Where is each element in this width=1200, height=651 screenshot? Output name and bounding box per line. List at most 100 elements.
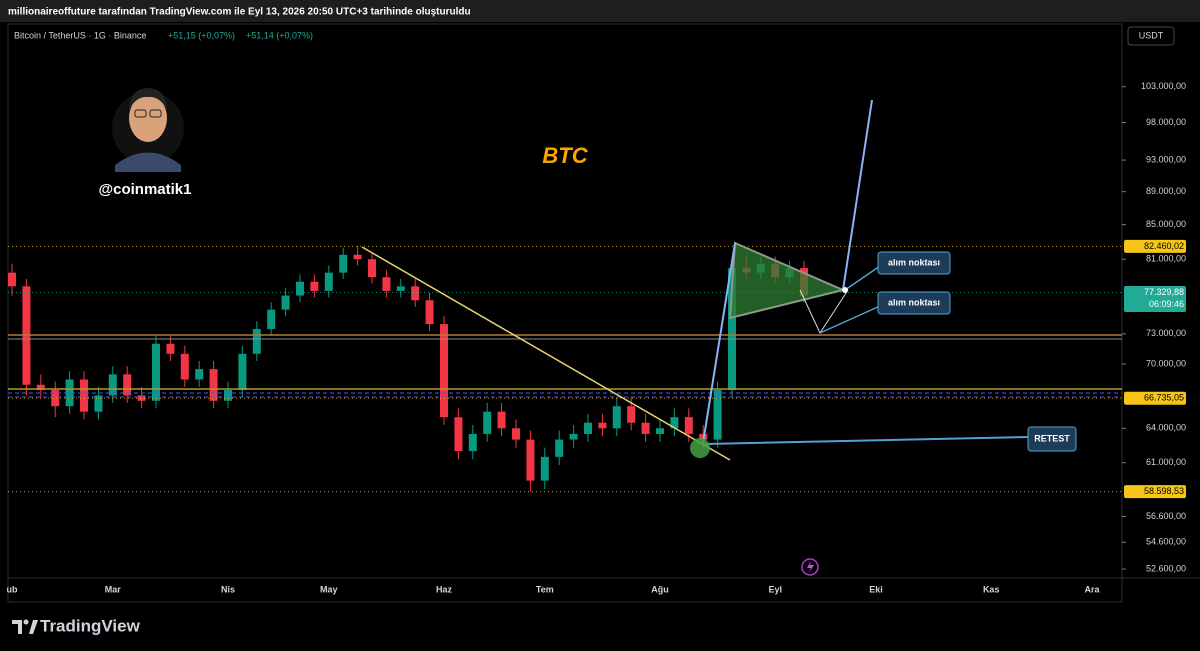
candle-body <box>80 379 88 412</box>
event-icon-bolt[interactable] <box>807 561 814 573</box>
candle-body <box>368 259 376 278</box>
change: +51,15 (+0,07%) <box>168 30 235 40</box>
candle-body <box>483 411 492 434</box>
retest-marker <box>690 438 710 458</box>
candle-body <box>267 309 276 329</box>
entry-point <box>842 287 848 293</box>
logo-mark <box>29 620 38 634</box>
candle-body <box>454 417 463 452</box>
y-tick-label: 56.600,00 <box>1146 511 1186 521</box>
candle-body <box>94 395 103 412</box>
target-line <box>842 99 873 291</box>
candle-body <box>209 369 218 401</box>
candle-body <box>540 456 549 481</box>
avatar-hair <box>129 88 167 110</box>
avatar-glasses <box>149 109 162 118</box>
callout-line <box>819 305 881 334</box>
triangle-pattern <box>728 241 847 320</box>
candle-body <box>584 422 592 434</box>
callout-text: alım noktası <box>888 297 940 307</box>
currency-button[interactable] <box>1127 26 1175 46</box>
x-tick-label: Kas <box>983 584 1000 594</box>
candle-body <box>166 343 175 354</box>
price-level-label: 66.735,05 <box>1144 393 1184 403</box>
callout-text: alım noktası <box>888 257 940 267</box>
currency[interactable]: USDT <box>1139 30 1164 40</box>
avatar-face <box>129 94 167 142</box>
y-tick-label: 52.600,00 <box>1146 563 1186 573</box>
chart-title: BTC <box>542 143 588 168</box>
x-tick-label: Mar <box>105 584 122 594</box>
candle-body <box>425 300 434 325</box>
candle-body <box>65 379 74 407</box>
price-level-tag <box>1124 286 1186 313</box>
price-level-label: 58.598,53 <box>1144 486 1184 496</box>
x-tick-label: Nis <box>221 584 235 594</box>
price-level-tag <box>1124 391 1186 405</box>
candle-body <box>296 281 304 296</box>
candle-body <box>353 254 362 260</box>
candle-body <box>440 324 448 418</box>
y-tick-label: 85.000,00 <box>1146 219 1186 229</box>
avatar-body <box>115 152 181 172</box>
y-tick-label: 93.000,00 <box>1146 154 1186 164</box>
candle-body <box>324 272 333 291</box>
candle-body <box>382 277 391 291</box>
candle-body <box>137 395 146 401</box>
candle-body <box>123 374 132 396</box>
brand: TradingView <box>40 616 141 635</box>
candle-body <box>8 272 16 287</box>
x-tick-label: May <box>320 584 338 594</box>
caption-bar <box>0 0 1200 22</box>
candle-body <box>238 353 247 391</box>
retest-line <box>704 436 1031 445</box>
candle-body <box>339 254 348 273</box>
candle-body <box>152 343 160 401</box>
y-tick-label: 54.600,00 <box>1146 537 1186 547</box>
logo-mark <box>12 620 22 634</box>
candle-body <box>281 295 290 310</box>
callout-box <box>877 251 951 275</box>
candle-body <box>612 406 621 429</box>
footer-logo <box>12 619 38 634</box>
price-level-label: 82.460,02 <box>1144 241 1184 251</box>
candle-body <box>512 428 520 440</box>
y-tick-label: 73.000,00 <box>1146 328 1186 338</box>
candle-body <box>252 328 261 354</box>
callout-box <box>877 291 951 315</box>
x-tick-label: Eki <box>869 584 883 594</box>
callout-box <box>1027 426 1077 452</box>
candle-body <box>497 411 506 429</box>
candle-body <box>310 281 319 291</box>
y-tick-label: 81.000,00 <box>1146 254 1186 264</box>
y-tick-label: 70.000,00 <box>1146 358 1186 368</box>
candle-body <box>656 428 664 434</box>
candle-body <box>468 433 477 452</box>
price-level-tag <box>1124 485 1186 499</box>
y-tick-label: 64.000,00 <box>1146 423 1186 433</box>
candle-body <box>670 417 679 429</box>
candle-body <box>51 390 60 407</box>
change: +51,14 (+0,07%) <box>246 30 313 40</box>
candle-body <box>627 406 636 423</box>
candle-body <box>411 286 420 301</box>
impulse-line <box>702 242 736 444</box>
price-level-label: 77.329,88 <box>1144 287 1184 297</box>
candle-body <box>108 374 117 396</box>
candle-body <box>224 390 232 401</box>
candle-body <box>396 286 405 291</box>
y-tick-label: 98.000,00 <box>1146 117 1186 127</box>
price-level-tag <box>1124 239 1186 253</box>
caption: millionaireoffuture tarafından TradingVi… <box>8 7 471 18</box>
logo-mark <box>23 619 29 625</box>
candle-body <box>195 369 204 380</box>
candle-body <box>684 417 693 434</box>
y-tick-label: 89.000,00 <box>1146 186 1186 196</box>
drawings: alım noktası alım noktası RETEST <box>8 99 1122 461</box>
candle-body <box>641 422 650 434</box>
x-tick-label: Ara <box>1084 584 1100 594</box>
event-icon[interactable] <box>801 558 819 576</box>
callout-text: RETEST <box>1034 433 1070 443</box>
